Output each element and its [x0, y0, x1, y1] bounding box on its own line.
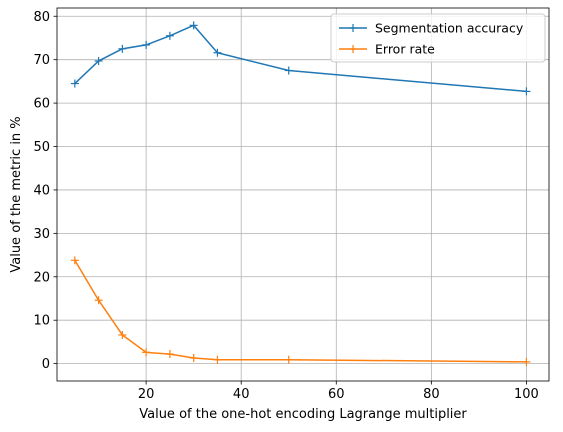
ticks: 20 40 60 80 100 0 10 20 30 40 50 60 70 80 [33, 10, 538, 402]
x-tick-label: 40 [233, 387, 250, 402]
data-point [522, 87, 531, 96]
data-point [284, 355, 293, 364]
y-tick-label: 70 [33, 53, 50, 68]
data-point [70, 256, 79, 265]
y-tick-label: 30 [33, 227, 50, 242]
data-point [118, 330, 127, 339]
x-tick-label: 100 [514, 387, 539, 402]
data-point [165, 350, 174, 359]
y-tick-label: 60 [33, 97, 50, 112]
data-point [118, 44, 127, 53]
data-point [94, 296, 103, 305]
plot-frame [56, 7, 550, 382]
series-segmentation-accuracy [70, 21, 531, 96]
y-tick-label: 0 [42, 357, 50, 372]
data-point [165, 31, 174, 40]
x-tick-label: 60 [328, 387, 345, 402]
y-tick-label: 80 [33, 10, 50, 25]
y-tick-label: 50 [33, 140, 50, 155]
y-tick-label: 10 [33, 314, 50, 329]
data-point [142, 40, 151, 49]
data-point [213, 355, 222, 364]
data-point [522, 357, 531, 366]
legend-label: Segmentation accuracy [375, 21, 524, 36]
data-point [70, 79, 79, 88]
data-point [189, 353, 198, 362]
legend: Segmentation accuracy Error rate [330, 13, 546, 63]
data-point [213, 48, 222, 57]
legend-entry: Error rate [339, 42, 435, 57]
data-point [189, 21, 198, 30]
series-group [70, 21, 531, 366]
y-axis-label: Value of the metric in % [9, 116, 24, 272]
y-tick-label: 20 [33, 270, 50, 285]
data-point [142, 348, 151, 357]
series-error-rate [70, 256, 531, 366]
legend-entry: Segmentation accuracy [339, 21, 524, 36]
legend-label: Error rate [375, 42, 435, 57]
data-point [94, 56, 103, 65]
legend-box [330, 13, 546, 63]
x-tick-label: 80 [423, 387, 440, 402]
y-tick-label: 40 [33, 183, 50, 198]
x-tick-label: 20 [138, 387, 155, 402]
data-point [284, 66, 293, 75]
x-axis-label: Value of the one-hot encoding Lagrange m… [139, 407, 467, 422]
